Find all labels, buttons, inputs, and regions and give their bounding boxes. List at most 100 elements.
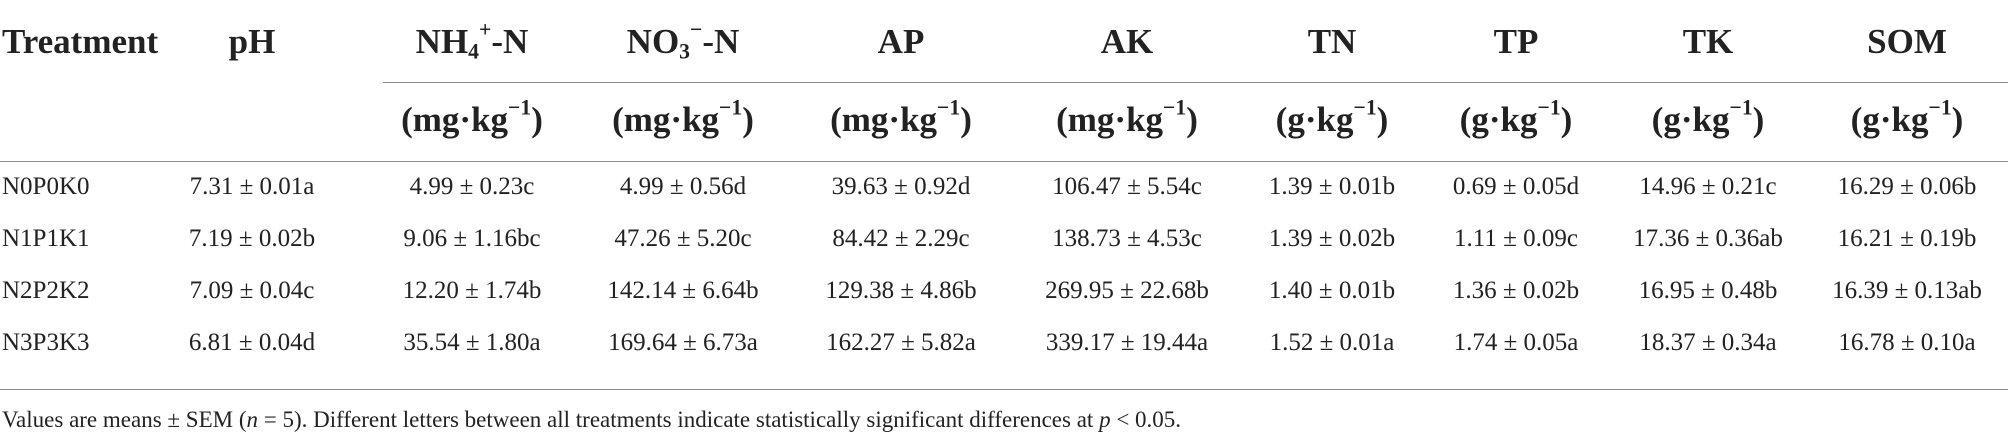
header-name-sup: −: [690, 17, 703, 42]
table-cell: 17.36 ± 0.36ab: [1633, 225, 1783, 252]
table-cell: 142.14 ± 6.64b: [607, 277, 759, 304]
unit-base: (mg·kg: [1056, 100, 1164, 139]
table-cell: 138.73 ± 4.53c: [1052, 225, 1202, 252]
unit-close: ): [1376, 100, 1389, 139]
footnote-text-3: < 0.05.: [1110, 407, 1182, 432]
table-cell: 7.09 ± 0.04c: [189, 277, 315, 304]
unit-base: (mg·kg: [612, 100, 720, 139]
header-unit-7: (g·kg−1): [1459, 97, 1573, 140]
header-name-1: pH: [229, 22, 276, 62]
table-rule-1: [0, 161, 2008, 162]
table-cell: 16.39 ± 0.13ab: [1832, 277, 1982, 304]
unit-exponent: −1: [719, 95, 743, 120]
table-cell: 162.27 ± 5.82a: [826, 329, 976, 356]
unit-close: ): [1560, 100, 1573, 139]
header-name-5: AK: [1101, 22, 1154, 62]
table-cell: 1.39 ± 0.01b: [1268, 173, 1396, 200]
table-cell: 4.99 ± 0.23c: [409, 173, 535, 200]
unit-close: ): [1752, 100, 1765, 139]
footnote-n: n: [246, 407, 258, 432]
table-rule-2: [0, 389, 2008, 390]
treatment-label: N2P2K2: [2, 277, 90, 304]
table-cell: 339.17 ± 19.44a: [1045, 329, 1209, 356]
table-cell: 35.54 ± 1.80a: [403, 329, 541, 356]
table-cell: 269.95 ± 22.68b: [1045, 277, 1209, 304]
header-name-post: -N: [491, 22, 529, 61]
table-cell: 1.40 ± 0.01b: [1268, 277, 1396, 304]
table-cell: 106.47 ± 5.54c: [1052, 173, 1202, 200]
header-name-post: -N: [702, 22, 740, 61]
table-cell: 16.78 ± 0.10a: [1838, 329, 1976, 356]
header-name-sup: +: [479, 17, 492, 42]
header-name-sub: 3: [679, 39, 691, 64]
header-name-text: TK: [1682, 22, 1734, 61]
header-unit-6: (g·kg−1): [1275, 97, 1389, 140]
table-cell: 1.52 ± 0.01a: [1269, 329, 1395, 356]
unit-close: ): [742, 100, 754, 139]
table-cell: 0.69 ± 0.05d: [1452, 173, 1580, 200]
table-cell: 1.36 ± 0.02b: [1452, 277, 1580, 304]
header-name-text: pH: [228, 22, 276, 61]
header-name-9: SOM: [1867, 22, 1947, 62]
header-name-0: Treatment: [2, 22, 158, 62]
header-unit-3: (mg·kg−1): [612, 97, 754, 140]
header-name-6: TN: [1308, 22, 1357, 62]
header-name-text: AP: [877, 22, 925, 61]
table-cell: 169.64 ± 6.73a: [608, 329, 758, 356]
unit-base: (g·kg: [1459, 100, 1538, 139]
table-cell: 47.26 ± 5.20c: [614, 225, 752, 252]
header-name-sub: 4: [468, 39, 480, 64]
header-unit-5: (mg·kg−1): [1056, 97, 1198, 140]
unit-close: ): [960, 100, 972, 139]
table-cell: 14.96 ± 0.21c: [1639, 173, 1777, 200]
header-name-2: NH4+-N: [416, 19, 529, 64]
header-name-4: AP: [878, 22, 925, 62]
footnote-text-2: = 5). Different letters between all trea…: [257, 407, 1100, 432]
unit-exponent: −1: [1163, 95, 1187, 120]
header-unit-4: (mg·kg−1): [830, 97, 972, 140]
header-unit-9: (g·kg−1): [1850, 97, 1964, 140]
unit-exponent: −1: [1729, 95, 1753, 120]
table-cell: 16.95 ± 0.48b: [1638, 277, 1778, 304]
header-name-text: TP: [1493, 22, 1539, 61]
header-name-text: Treatment: [2, 22, 159, 61]
unit-base: (g·kg: [1850, 100, 1929, 139]
unit-exponent: −1: [1353, 95, 1377, 120]
table-cell: 16.29 ± 0.06b: [1837, 173, 1977, 200]
table-cell: 16.21 ± 0.19b: [1837, 225, 1977, 252]
table-cell: 39.63 ± 0.92d: [831, 173, 971, 200]
footnote-text-1: Values are means ± SEM (: [2, 407, 247, 432]
table-cell: 7.31 ± 0.01a: [189, 173, 315, 200]
table-cell: 12.20 ± 1.74b: [402, 277, 542, 304]
unit-close: ): [1186, 100, 1198, 139]
header-name-7: TP: [1494, 22, 1539, 62]
table-cell: 1.11 ± 0.09c: [1454, 225, 1578, 252]
table-cell: 9.06 ± 1.16bc: [403, 225, 541, 252]
unit-base: (mg·kg: [830, 100, 938, 139]
unit-exponent: −1: [1537, 95, 1561, 120]
unit-exponent: −1: [937, 95, 961, 120]
treatment-label: N3P3K3: [2, 329, 90, 356]
table-cell: 129.38 ± 4.86b: [825, 277, 977, 304]
table-cell: 4.99 ± 0.56d: [619, 173, 747, 200]
table-cell: 7.19 ± 0.02b: [188, 225, 316, 252]
table-cell: 1.74 ± 0.05a: [1453, 329, 1579, 356]
table-rule-0: [383, 82, 2008, 83]
unit-base: (g·kg: [1275, 100, 1354, 139]
unit-close: ): [531, 100, 543, 139]
table-footnote: Values are means ± SEM (n = 5). Differen…: [2, 406, 1181, 434]
header-name-text: AK: [1100, 22, 1154, 61]
unit-close: ): [1951, 100, 1964, 139]
table-cell: 6.81 ± 0.04d: [188, 329, 316, 356]
treatment-label: N1P1K1: [2, 225, 90, 252]
table-cell: 1.39 ± 0.02b: [1268, 225, 1396, 252]
header-name-3: NO3−-N: [627, 19, 740, 64]
unit-exponent: −1: [1928, 95, 1952, 120]
unit-base: (g·kg: [1651, 100, 1730, 139]
header-name-text: TN: [1307, 22, 1357, 61]
treatment-label: N0P0K0: [2, 173, 90, 200]
unit-exponent: −1: [508, 95, 532, 120]
table-cell: 18.37 ± 0.34a: [1639, 329, 1777, 356]
footnote-p: p: [1099, 407, 1111, 432]
header-unit-8: (g·kg−1): [1651, 97, 1765, 140]
